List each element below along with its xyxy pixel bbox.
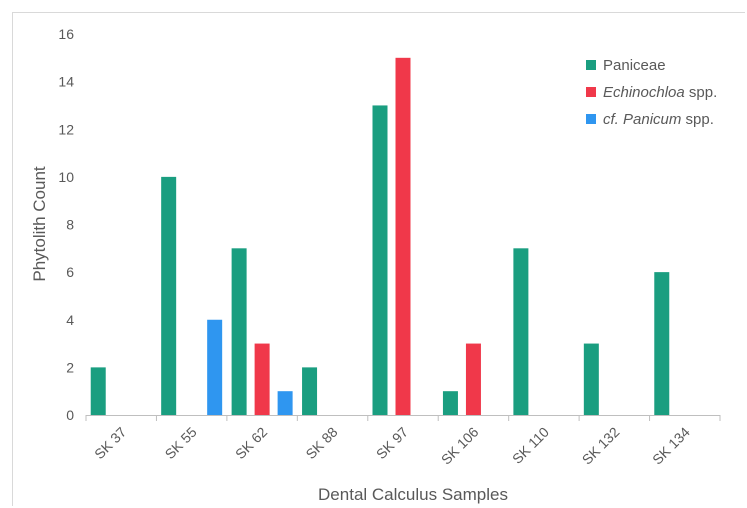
x-tick-label: SK 134 — [649, 424, 693, 468]
legend-label-part: Paniceae — [603, 57, 666, 74]
y-tick-label: 4 — [66, 312, 74, 328]
bar-sk-106-series-1 — [442, 391, 458, 415]
y-tick-label: 14 — [58, 74, 74, 90]
bars — [90, 57, 670, 415]
x-axis-label: Dental Calculus Samples — [318, 485, 508, 504]
legend-label: Paniceae — [603, 57, 666, 74]
legend-swatch — [586, 87, 596, 97]
x-tick-label: SK 110 — [509, 424, 552, 467]
x-tick-label: SK 62 — [232, 424, 270, 462]
bar-sk-106-series-2 — [465, 343, 481, 415]
legend-label-part: cf. Panicum — [603, 111, 681, 128]
bar-sk-88-series-1 — [302, 367, 318, 415]
y-axis-label: Phytolith Count — [30, 166, 49, 282]
x-tick-label: SK 97 — [373, 424, 411, 462]
y-tick-label: 2 — [66, 359, 74, 375]
legend-label: Echinochloa spp. — [603, 84, 717, 101]
bar-sk-62-series-1 — [231, 248, 247, 415]
y-tick-label: 6 — [66, 264, 74, 280]
bar-sk-132-series-1 — [583, 343, 599, 415]
bar-sk-97-series-2 — [395, 57, 411, 415]
chart-frame — [12, 12, 745, 506]
bar-sk-134-series-1 — [654, 272, 670, 415]
legend-label-part: Echinochloa — [603, 84, 685, 101]
y-axis: 0 2 4 6 8 10 12 14 16 — [58, 26, 74, 423]
legend-swatch — [586, 60, 596, 70]
legend-label: cf. Panicum spp. — [603, 111, 714, 128]
y-tick-label: 12 — [58, 121, 74, 137]
x-tick-label: SK 106 — [438, 424, 482, 468]
y-tick-label: 10 — [58, 169, 74, 185]
y-tick-label: 8 — [66, 217, 74, 233]
legend-label-part: spp. — [681, 111, 714, 128]
x-axis: SK 37 SK 55 SK 62 SK 88 SK 97 SK 106 SK 110 SK … — [85, 415, 721, 468]
bar-sk-97-series-1 — [372, 105, 388, 415]
bar-sk-37-series-1 — [90, 367, 106, 415]
legend-label-part: spp. — [685, 84, 718, 101]
x-tick-label: SK 37 — [91, 424, 129, 462]
bar-sk-110-series-1 — [513, 248, 529, 415]
bar-sk-55-series-3 — [207, 319, 223, 415]
bar-sk-62-series-2 — [254, 343, 270, 415]
x-tick-label: SK 88 — [302, 424, 340, 462]
legend-swatch — [586, 114, 596, 124]
y-tick-label: 0 — [66, 407, 74, 423]
bar-sk-62-series-3 — [277, 391, 293, 415]
x-tick-label: SK 132 — [579, 424, 623, 468]
bar-sk-55-series-1 — [161, 176, 177, 415]
x-tick-label: SK 55 — [162, 424, 200, 462]
y-tick-label: 16 — [58, 26, 74, 42]
